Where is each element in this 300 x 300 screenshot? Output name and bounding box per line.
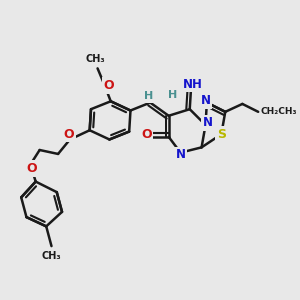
Text: S: S xyxy=(217,128,226,141)
Text: NH: NH xyxy=(182,78,202,91)
Text: CH₂CH₃: CH₂CH₃ xyxy=(261,107,297,116)
Text: O: O xyxy=(141,128,152,141)
Text: CH₃: CH₃ xyxy=(42,251,61,261)
Text: O: O xyxy=(26,162,37,175)
Text: N: N xyxy=(200,94,211,107)
Text: N: N xyxy=(176,148,185,161)
Text: CH₃: CH₃ xyxy=(85,54,105,64)
Text: O: O xyxy=(63,128,74,141)
Text: N: N xyxy=(202,116,213,129)
Text: H: H xyxy=(168,90,177,100)
Text: H: H xyxy=(144,91,154,101)
Text: O: O xyxy=(103,79,114,92)
